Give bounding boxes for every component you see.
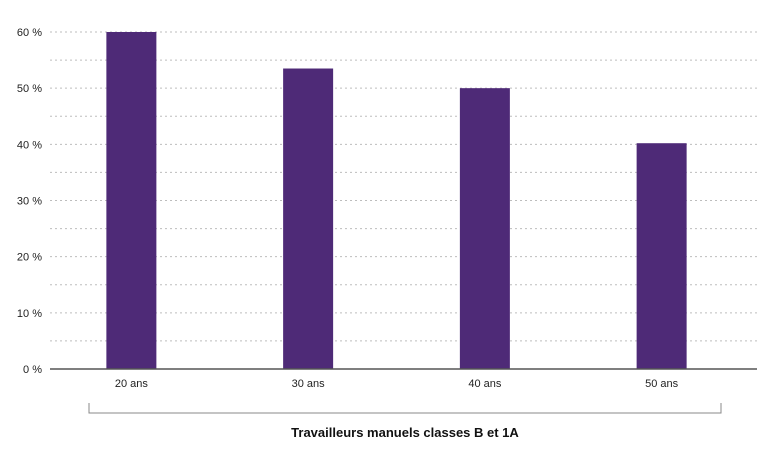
y-tick-label: 20 %: [17, 252, 42, 264]
x-tick-label: 20 ans: [115, 378, 149, 390]
group-bracket: [88, 403, 722, 414]
y-tick-label: 30 %: [17, 196, 42, 208]
y-tick-label: 50 %: [17, 83, 42, 95]
bar: [459, 88, 510, 370]
bar: [106, 32, 157, 369]
y-tick-label: 40 %: [17, 139, 42, 151]
x-axis-tick-labels: 20 ans 30 ans 40 ans 50 ans: [115, 378, 679, 390]
y-tick-label: 0 %: [23, 364, 42, 376]
x-tick-label: 30 ans: [292, 378, 326, 390]
bar: [283, 68, 334, 369]
y-tick-label: 10 %: [17, 308, 42, 320]
bars: [106, 32, 687, 370]
x-tick-label: 50 ans: [645, 378, 679, 390]
group-label: Travailleurs manuels classes B et 1A: [291, 425, 519, 440]
bar: [636, 143, 687, 369]
y-axis-tick-labels: 0 % 10 % 20 % 30 % 40 % 50 % 60 %: [17, 27, 42, 376]
y-tick-label: 60 %: [17, 27, 42, 39]
x-tick-label: 40 ans: [468, 378, 502, 390]
